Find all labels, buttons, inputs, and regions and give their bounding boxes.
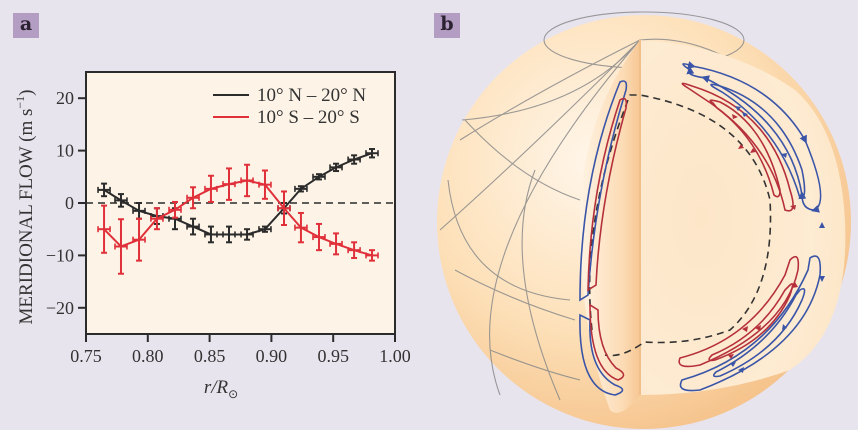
series-line [103, 179, 373, 257]
data-point [222, 167, 236, 201]
meridional-flow-chart: −20 −10 0 10 20 0.75 0.80 0.85 0.90 0.95 1.00 10°… [13, 71, 411, 401]
data-point [204, 225, 218, 244]
x-tick-label: 0.95 [317, 346, 349, 366]
north-cell-red-inner [709, 99, 781, 198]
x-tick-label: 0.75 [70, 346, 102, 366]
series-south [97, 163, 379, 275]
south-cell-red-inner [708, 282, 794, 362]
data-point [258, 169, 272, 200]
y-tick-label: 20 [56, 88, 74, 108]
y-axis-title-main: MERIDIONAL FLOW (m s [16, 109, 37, 325]
x-tick-label: 1.00 [379, 346, 411, 366]
x-tick-label: 0.90 [256, 346, 288, 366]
legend-label-north: 10° N – 20° N [257, 85, 366, 106]
x-tick-label: 0.85 [194, 346, 226, 366]
data-point [365, 249, 379, 262]
sun-cutaway-diagram [437, 11, 851, 429]
south-cell-red-outer [678, 255, 800, 368]
data-point [240, 228, 254, 241]
y-tick-label: −20 [46, 298, 74, 318]
data-point [240, 163, 254, 198]
data-point [258, 225, 272, 233]
panel-b-label: b [434, 13, 460, 38]
north-cell-blue-outer [682, 64, 822, 210]
data-point [204, 174, 218, 203]
left-face-flow-cells [579, 80, 628, 396]
left-cell-north-red [587, 97, 628, 292]
y-tick-label: 0 [65, 193, 74, 213]
north-flow-cells [681, 64, 822, 212]
left-cell-north-blue [579, 80, 628, 302]
cut-face-left [580, 40, 640, 413]
data-point [294, 185, 308, 193]
y-axis-title: MERIDIONAL FLOW (m s−1) [13, 90, 37, 325]
data-point [186, 186, 200, 210]
x-axis-title-main: r/R [204, 377, 229, 398]
x-tick-label: 0.80 [132, 346, 164, 366]
y-tick-label: −10 [46, 245, 74, 265]
data-point [347, 154, 361, 165]
data-point [294, 211, 308, 244]
data-point [312, 173, 326, 181]
data-point [132, 217, 146, 262]
data-point [329, 162, 343, 173]
data-point [114, 193, 128, 208]
data-point [114, 218, 128, 275]
data-point [329, 232, 343, 256]
panel-a-label: a [13, 13, 39, 38]
series-line [103, 152, 373, 236]
left-cell-south-blue [579, 313, 624, 396]
data-point [365, 148, 379, 159]
south-cell-blue-inner [712, 287, 806, 378]
data-point [312, 222, 326, 252]
north-cell-red-outer [681, 82, 794, 212]
data-point [222, 225, 236, 244]
legend-label-south: 10° S – 20° S [257, 107, 360, 128]
y-axis-title-sup: −1 [13, 96, 27, 109]
south-cell-blue-outer [679, 255, 822, 392]
data-point [97, 182, 111, 198]
data-point [277, 190, 291, 227]
x-axis-title: r/R⊙ [204, 377, 238, 401]
data-point [168, 200, 182, 219]
data-point [97, 204, 111, 254]
legend: 10° N – 20° N 10° S – 20° S [213, 85, 366, 128]
north-cell-blue-inner [710, 83, 806, 199]
x-axis-title-sub: ⊙ [228, 387, 238, 401]
south-flow-cells [678, 222, 825, 392]
data-point [150, 207, 164, 231]
y-axis-title-close: ) [16, 90, 37, 96]
data-point [347, 241, 361, 260]
data-point [186, 217, 200, 236]
y-tick-label: 10 [56, 141, 74, 161]
left-cell-south-red [589, 303, 625, 381]
